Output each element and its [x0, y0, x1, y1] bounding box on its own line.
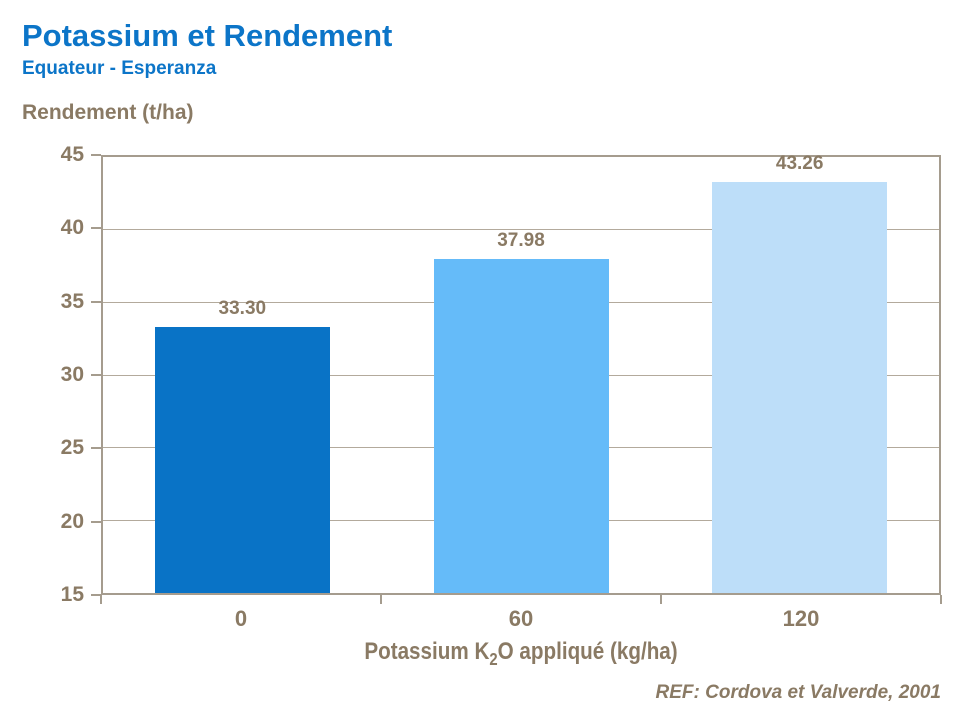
gridline [103, 229, 939, 231]
y-tick-label: 35 [60, 289, 84, 313]
y-tick-mark [91, 520, 101, 523]
bar-value-label: 43.26 [775, 153, 824, 175]
y-tick-label: 45 [60, 143, 84, 166]
y-tick-mark [91, 154, 101, 156]
y-axis-title: Rendement (t/ha) [22, 101, 194, 124]
x-axis-title: Potassium K2O appliqué (kg/ha) [160, 638, 882, 670]
bar-60 [433, 259, 609, 593]
y-tick-mark [91, 447, 101, 450]
y-tick-mark [91, 594, 101, 596]
x-tick-mark [660, 595, 662, 604]
y-tick-label: 30 [60, 363, 84, 386]
y-tick-label: 40 [60, 216, 84, 240]
bar-0 [154, 327, 330, 593]
x-axis-title-pre: Potassium K [364, 638, 490, 665]
x-tick-label: 120 [782, 606, 820, 631]
x-tick-mark [940, 595, 942, 604]
y-tick-mark [91, 227, 101, 230]
x-tick-mark [380, 595, 382, 604]
y-tick-label: 20 [60, 509, 84, 533]
x-tick-label: 60 [508, 606, 534, 631]
y-tick-label: 25 [60, 436, 84, 460]
y-tick-mark [91, 300, 101, 303]
x-axis-title-post: O appliqué (kg/ha) [497, 638, 678, 665]
x-axis-title-sub: 2 [489, 648, 498, 669]
chart-title: Potassium et Rendement [22, 18, 393, 53]
bar-value-label: 33.30 [218, 298, 267, 320]
chart-subtitle: Equateur - Esperanza [22, 58, 217, 79]
reference-text: REF: Cordova et Valverde, 2001 [655, 682, 941, 703]
plot-area: 33.30 37.98 43.26 [101, 153, 941, 595]
y-tick-mark [91, 374, 101, 376]
x-tick-label: 0 [234, 606, 248, 631]
bar-value-label: 37.98 [497, 230, 545, 252]
y-tick-label: 15 [60, 583, 84, 606]
bar-120 [712, 182, 888, 593]
x-tick-mark [100, 595, 102, 604]
